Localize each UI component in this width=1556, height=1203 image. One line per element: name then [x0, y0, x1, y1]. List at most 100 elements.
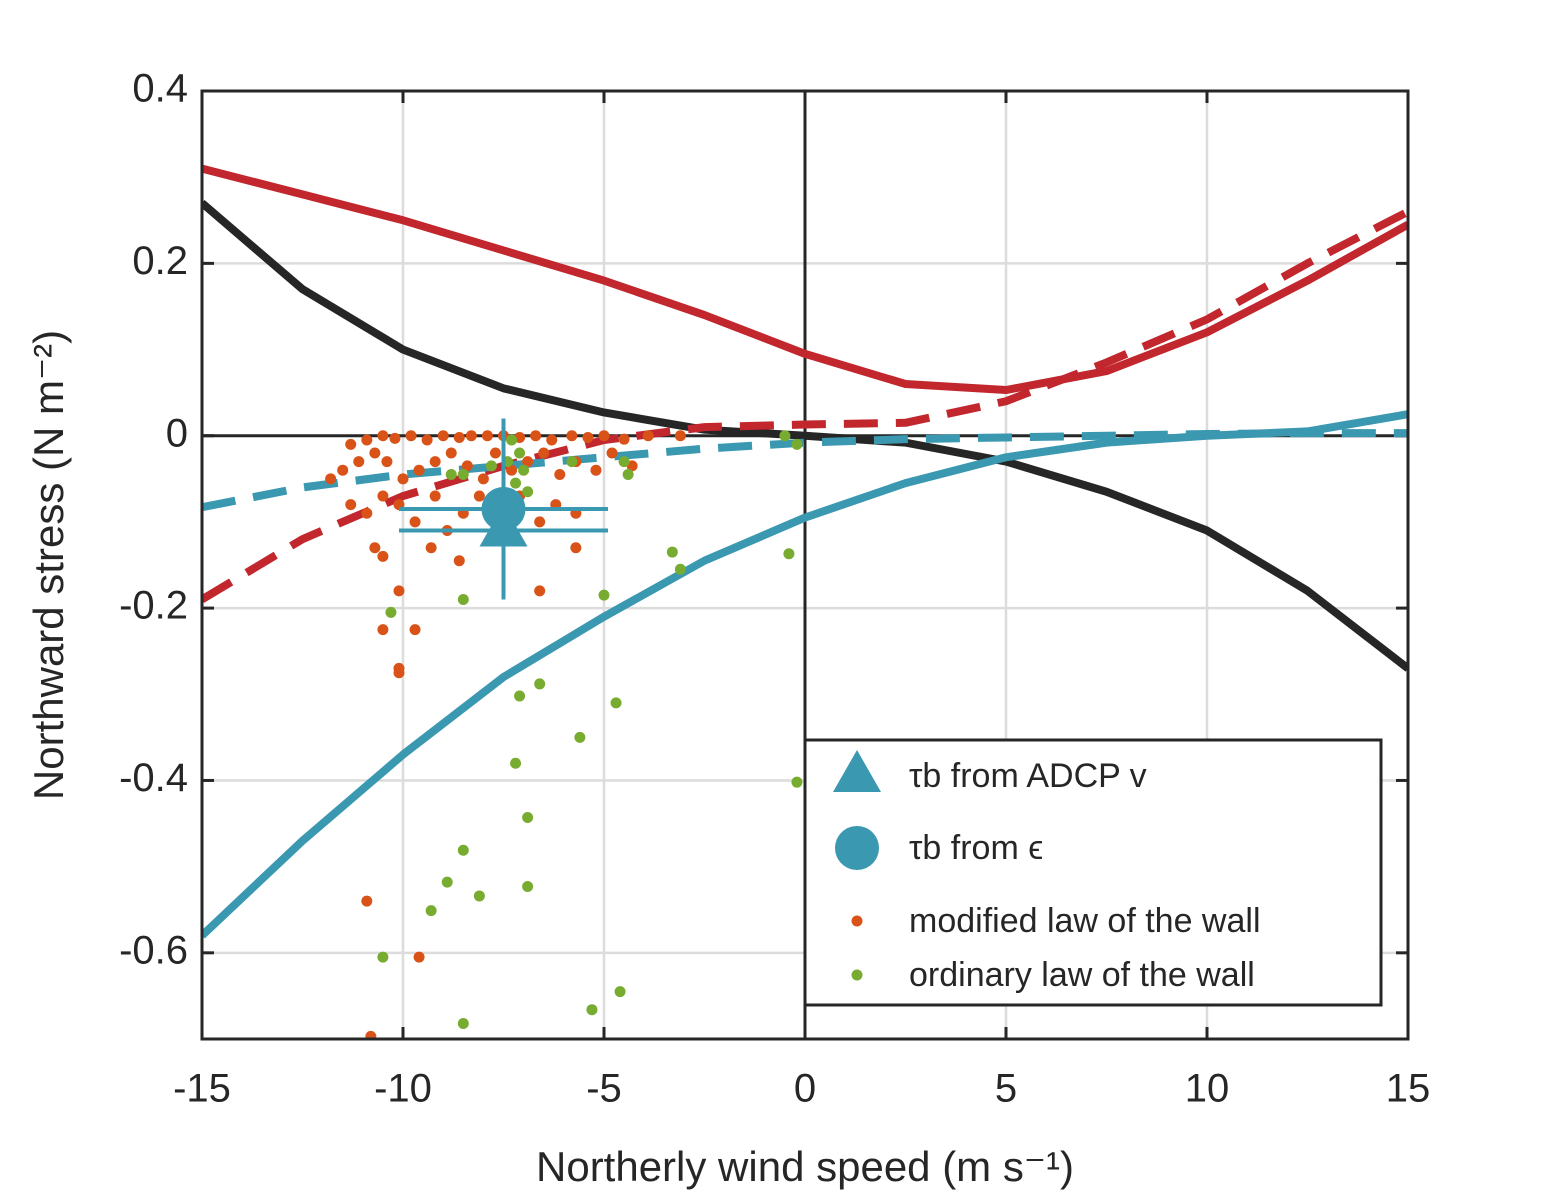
- y-tick-label: -0.2: [119, 584, 188, 628]
- point: [453, 431, 465, 443]
- point: [453, 555, 465, 567]
- point: [779, 430, 791, 442]
- point: [851, 915, 863, 927]
- point: [445, 447, 457, 459]
- point: [530, 430, 542, 442]
- point: [369, 447, 381, 459]
- point: [441, 876, 453, 888]
- point: [381, 456, 393, 468]
- x-axis-label: Northerly wind speed (m s⁻¹): [536, 1143, 1074, 1190]
- point: [618, 433, 630, 445]
- point: [618, 456, 630, 468]
- point: [409, 624, 421, 636]
- point: [522, 880, 534, 892]
- point: [365, 1030, 377, 1039]
- point: [582, 431, 594, 443]
- point: [546, 434, 558, 446]
- curve: [202, 164, 1408, 395]
- point: [674, 430, 686, 442]
- x-tick-label: 0: [794, 1067, 816, 1111]
- point: [566, 430, 578, 442]
- point: [437, 430, 449, 442]
- point: [835, 826, 879, 870]
- point: [457, 593, 469, 605]
- curve: [202, 208, 1408, 603]
- point: [337, 464, 349, 476]
- legend-label: τb from ADCP v: [909, 757, 1147, 795]
- point: [425, 905, 437, 917]
- point: [791, 776, 803, 788]
- x-tick-label: -5: [586, 1067, 622, 1111]
- point: [481, 486, 526, 531]
- point: [514, 447, 526, 459]
- y-tick-label: -0.6: [119, 928, 188, 972]
- point: [614, 986, 626, 998]
- point: [389, 432, 401, 444]
- point: [481, 430, 493, 442]
- axes-frame: [200, 89, 1410, 1041]
- point: [377, 550, 389, 562]
- point: [610, 697, 622, 709]
- point: [405, 430, 417, 442]
- point: [361, 507, 373, 519]
- point: [510, 757, 522, 769]
- curve: [202, 429, 1408, 512]
- point: [345, 499, 357, 511]
- point: [325, 473, 337, 485]
- point: [429, 456, 441, 468]
- point: [518, 464, 530, 476]
- point: [570, 542, 582, 554]
- point: [457, 1017, 469, 1029]
- point: [554, 469, 566, 481]
- point: [477, 473, 489, 485]
- legend-label: modified law of the wall: [909, 902, 1261, 940]
- point: [457, 469, 469, 481]
- y-tick-label: 0.4: [132, 67, 188, 111]
- x-tick-label: 15: [1386, 1067, 1431, 1111]
- point: [538, 447, 550, 459]
- point: [506, 434, 518, 446]
- point: [345, 438, 357, 450]
- point: [522, 486, 534, 498]
- point: [598, 589, 610, 601]
- point: [666, 546, 678, 558]
- point: [413, 464, 425, 476]
- point: [534, 585, 546, 597]
- y-tick-label: 0: [166, 411, 188, 455]
- point: [522, 812, 534, 824]
- y-tick-label: -0.4: [119, 756, 188, 800]
- point: [522, 456, 534, 468]
- point: [425, 542, 437, 554]
- plot-area: [202, 164, 1408, 1039]
- point: [506, 464, 518, 476]
- point: [377, 490, 389, 502]
- point: [457, 844, 469, 856]
- point: [510, 477, 522, 489]
- y-tick-label: 0.2: [132, 239, 188, 283]
- x-tick-label: -10: [374, 1067, 432, 1111]
- point: [598, 430, 610, 442]
- point: [833, 750, 881, 792]
- x-tick-label: -15: [173, 1067, 231, 1111]
- point: [534, 516, 546, 528]
- point: [429, 490, 441, 502]
- point: [485, 460, 497, 472]
- point: [465, 430, 477, 442]
- point: [473, 890, 485, 902]
- curve: [202, 199, 1408, 672]
- x-tick-label: 5: [995, 1067, 1017, 1111]
- y-axis-label: Northward stress (N m⁻²): [25, 330, 72, 800]
- point: [377, 624, 389, 636]
- point: [361, 895, 373, 907]
- x-tick-label: 10: [1185, 1067, 1230, 1111]
- point: [409, 516, 421, 528]
- legend-label: τb from ϵ: [909, 829, 1043, 867]
- point: [606, 447, 618, 459]
- point: [385, 606, 397, 618]
- point: [393, 585, 405, 597]
- point: [361, 434, 373, 446]
- point: [397, 473, 409, 485]
- legend-box: [803, 738, 1383, 1007]
- point: [369, 542, 381, 554]
